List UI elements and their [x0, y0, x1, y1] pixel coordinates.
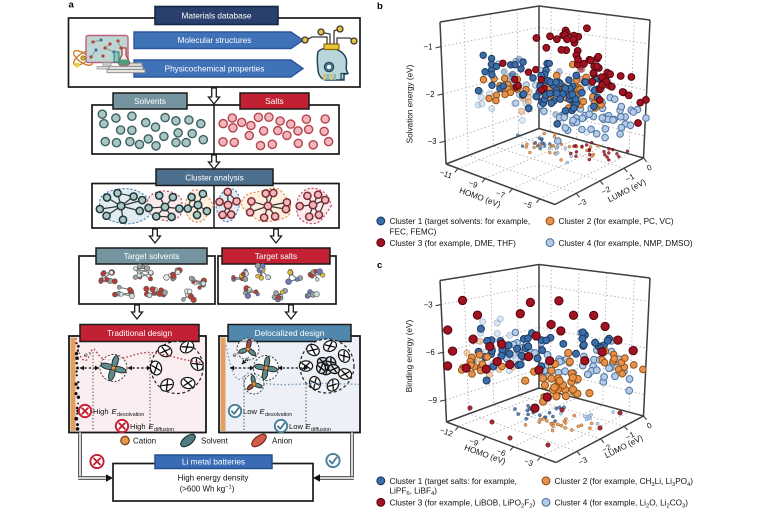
svg-text:High energy density: High energy density [178, 474, 249, 483]
svg-text:E: E [306, 422, 312, 431]
svg-text:E: E [149, 422, 155, 431]
svg-text:Target solvents: Target solvents [124, 251, 180, 261]
svg-text:−5: −5 [522, 199, 534, 211]
svg-text:Cluster 3 (for example, DME, T: Cluster 3 (for example, DME, THF) [390, 239, 517, 248]
svg-text:−1: −1 [624, 172, 636, 184]
svg-text:−2: −2 [426, 90, 435, 99]
svg-text:c: c [377, 260, 382, 271]
svg-text:−9: −9 [467, 178, 479, 190]
svg-text:Li metal batteries: Li metal batteries [182, 457, 245, 467]
svg-text:−6: −6 [426, 348, 436, 357]
svg-text:LiPF6, LiBF4): LiPF6, LiBF4) [390, 486, 438, 497]
svg-text:Cluster 1 (target solvents: fo: Cluster 1 (target solvents: for example, [390, 217, 531, 226]
svg-text:Low: Low [289, 422, 303, 431]
svg-text:−2: −2 [600, 443, 612, 455]
svg-text:−1: −1 [624, 430, 636, 442]
svg-text:e: e [84, 352, 88, 359]
svg-text:−7: −7 [495, 189, 507, 201]
svg-text:−3: −3 [523, 457, 535, 469]
svg-text:Cation: Cation [133, 437, 156, 446]
svg-text:High: High [130, 422, 146, 431]
svg-text:diffusion: diffusion [311, 427, 331, 433]
svg-text:Cluster analysis: Cluster analysis [185, 173, 244, 183]
svg-text:−11: −11 [438, 168, 453, 181]
svg-text:Molecular structures: Molecular structures [178, 36, 252, 45]
svg-text:Anion: Anion [272, 437, 292, 446]
svg-text:Cluster 3 (for example, LiBOB,: Cluster 3 (for example, LiBOB, LiPO2F2) [390, 499, 536, 509]
svg-text:a: a [69, 0, 75, 11]
svg-text:−3: −3 [428, 137, 438, 146]
svg-text:Solvent: Solvent [201, 437, 228, 446]
svg-text:Solvation energy (eV): Solvation energy (eV) [406, 64, 415, 143]
svg-text:Binding energy (eV): Binding energy (eV) [405, 320, 414, 393]
svg-text:Traditional design: Traditional design [107, 328, 173, 338]
svg-text:(>600 Wh kg−1): (>600 Wh kg−1) [180, 485, 235, 494]
svg-text:diffusion: diffusion [154, 427, 174, 433]
svg-text:desolvation: desolvation [265, 412, 292, 418]
svg-text:High: High [93, 407, 109, 416]
svg-text:−9: −9 [428, 396, 438, 405]
svg-text:e: e [233, 352, 237, 359]
svg-text:FEC, FEMC): FEC, FEMC) [390, 228, 437, 237]
svg-text:b: b [377, 1, 383, 12]
svg-text:−2: −2 [600, 185, 612, 197]
svg-text:Delocalized design: Delocalized design [255, 328, 325, 338]
svg-text:Physicochemical properties: Physicochemical properties [165, 64, 265, 73]
svg-text:−1: −1 [424, 43, 433, 52]
svg-text:E: E [260, 407, 266, 416]
svg-text:desolvation: desolvation [117, 412, 144, 418]
svg-text:0: 0 [645, 420, 654, 430]
svg-text:Low: Low [243, 407, 257, 416]
svg-text:E: E [112, 407, 118, 416]
svg-text:Cluster 4 (for example, NMP, D: Cluster 4 (for example, NMP, DMSO) [559, 239, 693, 248]
svg-text:−6: −6 [495, 447, 507, 459]
svg-text:Cluster 4 (for example, Li2O,: Cluster 4 (for example, Li2O, Li2CO3) [555, 499, 689, 509]
svg-text:Target salts: Target salts [255, 251, 297, 261]
svg-text:Salts: Salts [265, 96, 283, 106]
svg-text:−3: −3 [424, 300, 434, 309]
svg-text:Solvents: Solvents [134, 96, 166, 106]
svg-text:−9: −9 [468, 436, 480, 448]
svg-text:Cluster 2 (for example, CH3Li,: Cluster 2 (for example, CH3Li, Li3PO4) [555, 477, 694, 488]
svg-text:Materials database: Materials database [181, 11, 251, 21]
svg-text:0: 0 [645, 162, 654, 172]
svg-text:Cluster 1 (target salts: for e: Cluster 1 (target salts: for example, [390, 477, 517, 486]
svg-text:Cluster 2 (for example, PC, VC: Cluster 2 (for example, PC, VC) [559, 217, 674, 226]
svg-text:−12: −12 [439, 426, 455, 439]
